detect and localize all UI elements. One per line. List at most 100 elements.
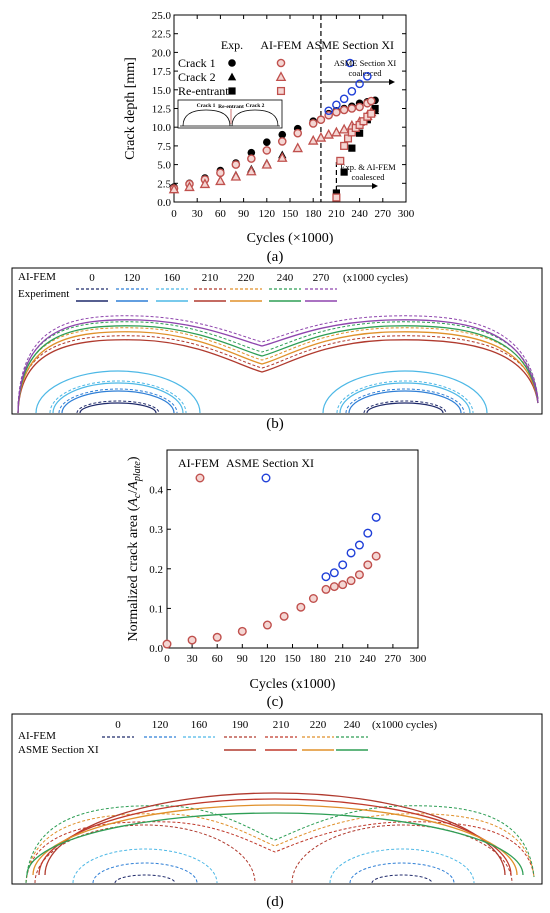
data-point-aifem [296, 602, 306, 612]
legend-cycle-label: 120 [152, 719, 169, 731]
x-tick-label: 120 [259, 208, 276, 220]
legend-row-label: Crack 2 [178, 70, 216, 84]
x-tick-label: 120 [259, 653, 276, 665]
x-tick-label: 270 [385, 653, 402, 665]
panel-d-caption: (d) [266, 894, 284, 910]
data-point-ai-fem-crack-2 [246, 165, 257, 176]
coalesced-front-exp [17, 325, 539, 414]
legend-cycle-label: 190 [232, 719, 249, 731]
legend-marker-aifem [195, 473, 205, 483]
data-point-asme [354, 540, 364, 550]
data-point-ai-fem-re-entrant [367, 109, 376, 118]
inset-frame [177, 99, 283, 129]
x-axis-label: Cycles (×1000) [247, 231, 334, 246]
data-point-asme [329, 568, 339, 578]
data-point-exp--re-entrant [332, 189, 340, 197]
legend-marker-aifem-crack2 [275, 71, 287, 82]
panel-c-chart: 0 30 60 90 120 150 180 210 240 270 300 0.0 0.1 0.2 0.3… [126, 449, 427, 692]
data-point-ai-fem-crack-1 [247, 154, 256, 163]
data-point-ai-fem-crack-1 [308, 119, 318, 128]
data-point-exp--re-entrant [348, 144, 356, 152]
legend-cycle-label: 220 [238, 272, 255, 284]
data-point-aifem [308, 594, 318, 604]
legend-cycle-label: 160 [191, 719, 208, 731]
y-tick-label: 25.0 [152, 10, 172, 22]
x-tick-label: 240 [360, 653, 377, 665]
crack-front-aifem-R [349, 862, 455, 884]
data-point-ai-fem-crack-1 [277, 137, 287, 146]
plot-frame [166, 449, 419, 649]
x-tick-label: 90 [237, 653, 249, 665]
asme-front [32, 804, 518, 876]
legend-cycle-label: 270 [313, 272, 330, 284]
data-point-aifem [162, 639, 172, 649]
data-point-ai-fem-crack-1 [347, 104, 357, 113]
crack-front-190-L [34, 824, 256, 884]
coalesced-front-aifem [25, 821, 535, 884]
annotation-exp-line1: Exp. & AI-FEM [340, 162, 396, 172]
crack-front-aifem-R [336, 380, 474, 414]
data-point-aifem [329, 582, 339, 592]
crack-front-aifem-R [345, 388, 465, 414]
y-tick-label: 17.5 [152, 66, 172, 78]
data-point-exp--re-entrant [340, 168, 348, 176]
legend-asme: ASME Section XI [226, 456, 314, 470]
data-point-aifem [262, 620, 272, 630]
annotation-exp-line2: coalesced [351, 172, 385, 182]
crack-front-exp-R [366, 402, 444, 414]
legend-unit: (x1000 cycles) [372, 719, 437, 731]
coalesced-front-aifem [17, 315, 539, 410]
data-point-asme-section-xi-crack-1 [363, 72, 372, 81]
x-tick-label: 90 [238, 208, 250, 220]
crack-front-exp-R [339, 382, 471, 414]
legend-marker-asme [261, 473, 271, 483]
data-point-asme [346, 548, 356, 558]
coalesced-front-aifem [25, 813, 535, 884]
asme-front [38, 798, 512, 876]
crack-front-aifem-R [363, 400, 447, 414]
inset-label-crack2: Crack 2 [246, 103, 265, 109]
x-tick-label: 150 [284, 653, 301, 665]
y-tick-label: 15.0 [152, 85, 172, 97]
y-tick-label: 10.0 [152, 122, 172, 134]
x-tick-label: 30 [187, 653, 199, 665]
x-tick-label: 180 [309, 653, 326, 665]
x-tick-label: 30 [192, 208, 204, 220]
x-axis-label: Cycles (x1000) [250, 677, 336, 692]
crack-front-aifem-L [92, 862, 198, 884]
data-point-aifem [321, 584, 331, 594]
data-point-aifem [279, 611, 289, 621]
x-tick-label: 270 [375, 208, 392, 220]
legend-marker-aifem-crack1 [276, 58, 286, 68]
data-point-asme [371, 512, 381, 522]
data-point-asme-section-xi-crack-1 [355, 79, 364, 89]
legend-row-label: Crack 1 [178, 56, 216, 70]
x-tick-label: 210 [328, 208, 345, 220]
panel-frame [11, 267, 543, 415]
crack-front-aifem-L [58, 388, 178, 414]
crack-front-exp-R [348, 390, 462, 414]
data-point-ai-fem-crack-2 [184, 181, 195, 192]
legend-marker-exp-crack2 [227, 72, 237, 81]
legend-cycle-label: 220 [310, 719, 327, 731]
crack-front-aifem-L [114, 874, 176, 884]
crack-front-aifem-R [371, 874, 433, 884]
panel-a-caption: (a) [267, 249, 284, 265]
crack-front-190-R [291, 824, 513, 884]
y-axis-label: Crack depth [mm] [123, 57, 138, 160]
y-tick-label: 12.5 [152, 104, 172, 116]
crack-front-aifem-R [329, 848, 475, 884]
data-point-aifem [187, 635, 197, 645]
legend-experiment-label: Experiment [18, 288, 69, 300]
y-tick-label: 5.0 [157, 160, 171, 172]
data-point-aifem [346, 576, 356, 586]
y-tick-label: 0.0 [157, 197, 171, 209]
data-point-ai-fem-crack-1 [339, 105, 349, 115]
data-point-ai-fem-crack-2 [276, 152, 288, 162]
legend-cycle-label: 240 [277, 272, 294, 284]
coalesced-front-aifem [25, 805, 535, 884]
legend-marker-aifem-reentrant [276, 86, 286, 96]
data-point-ai-fem-crack-2 [215, 175, 226, 186]
data-point-aifem [363, 560, 373, 570]
